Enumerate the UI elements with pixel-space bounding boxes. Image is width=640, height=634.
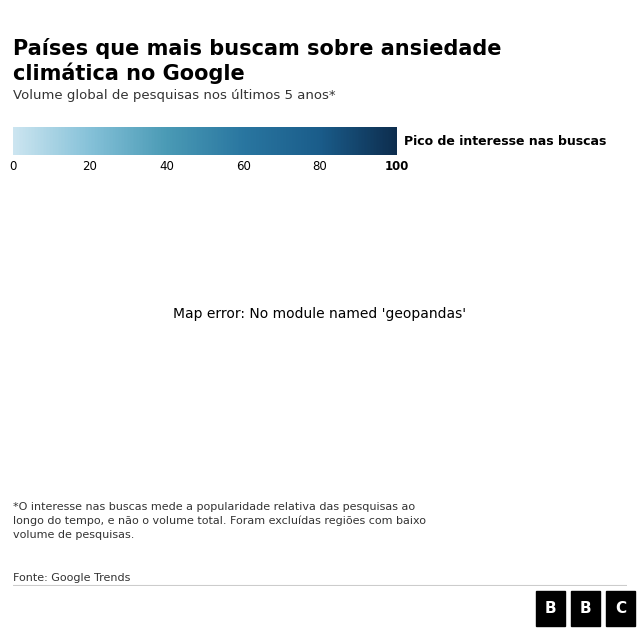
Text: B: B bbox=[580, 601, 591, 616]
Text: Pico de interesse nas buscas: Pico de interesse nas buscas bbox=[404, 134, 607, 148]
Text: Map error: No module named 'geopandas': Map error: No module named 'geopandas' bbox=[173, 307, 467, 321]
FancyBboxPatch shape bbox=[572, 591, 600, 626]
Text: Volume global de pesquisas nos últimos 5 anos*: Volume global de pesquisas nos últimos 5… bbox=[13, 89, 335, 102]
Text: C: C bbox=[615, 601, 627, 616]
Text: *O interesse nas buscas mede a popularidade relativa das pesquisas ao
longo do t: *O interesse nas buscas mede a popularid… bbox=[13, 502, 426, 540]
Text: Países que mais buscam sobre ansiedade
climática no Google: Países que mais buscam sobre ansiedade c… bbox=[13, 38, 501, 84]
Text: B: B bbox=[545, 601, 556, 616]
FancyBboxPatch shape bbox=[607, 591, 636, 626]
Text: Fonte: Google Trends: Fonte: Google Trends bbox=[13, 573, 130, 583]
FancyBboxPatch shape bbox=[536, 591, 564, 626]
